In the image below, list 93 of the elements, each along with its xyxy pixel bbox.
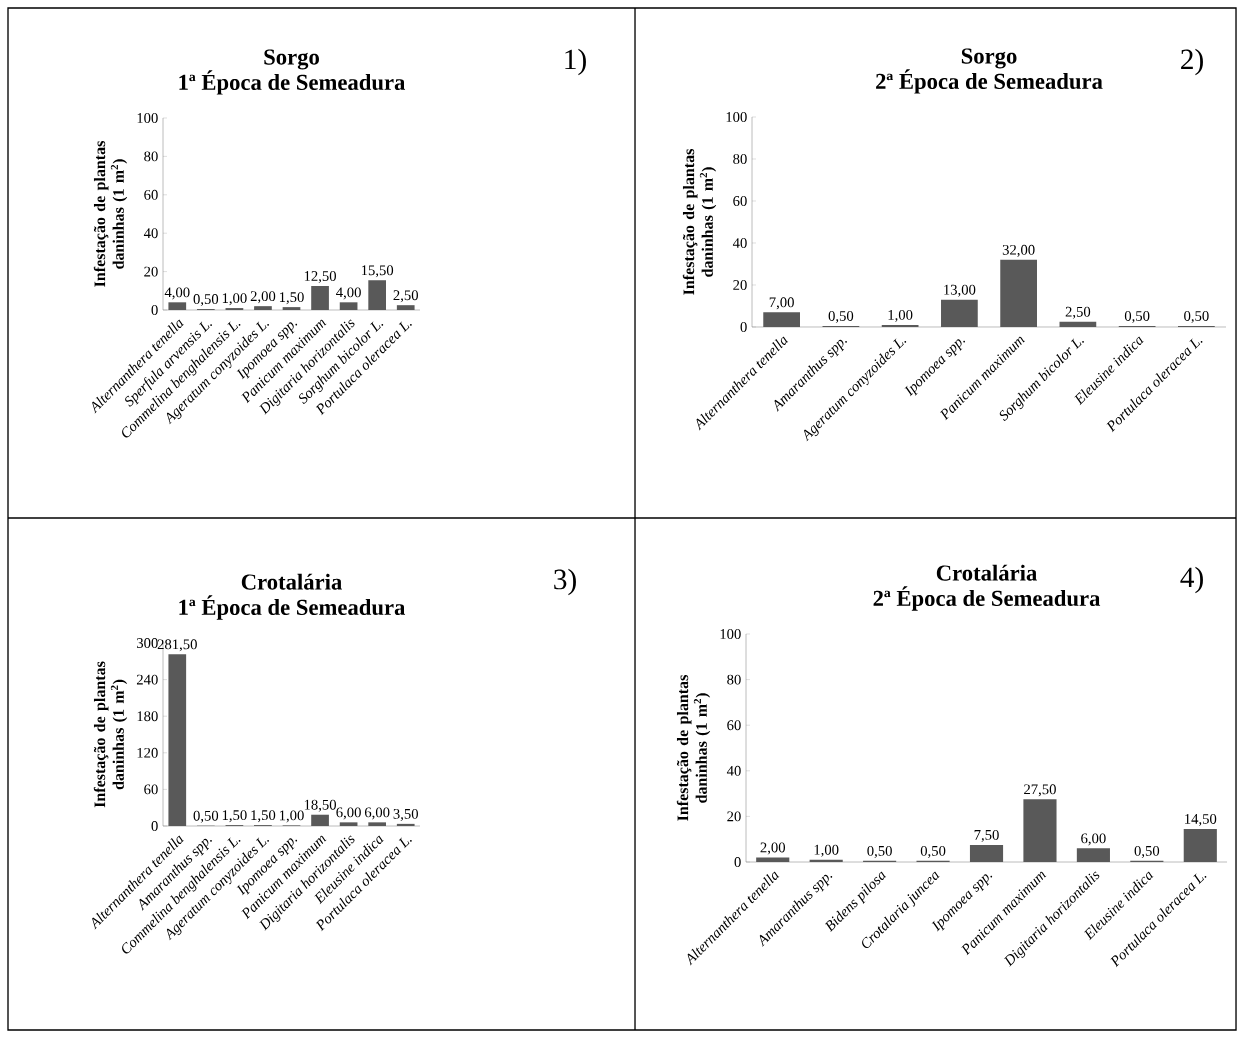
- chart-subtitle: 2ª Época de Semeadura: [873, 586, 1101, 611]
- bar: [756, 857, 790, 862]
- chart-subtitle: 1ª Época de Semeadura: [179, 70, 406, 95]
- chart-title: Sorgo: [961, 48, 1017, 69]
- y-tick-label: 40: [732, 238, 747, 248]
- data-label: 0,50: [1124, 311, 1150, 324]
- bar: [969, 844, 1004, 862]
- bar: [311, 814, 329, 826]
- data-label: 281,50: [157, 639, 197, 652]
- y-tick-label: 20: [727, 811, 741, 822]
- bar: [339, 822, 358, 826]
- data-label: 2,50: [393, 290, 418, 303]
- data-label: 1,50: [251, 810, 276, 823]
- data-label: 2,50: [1065, 306, 1091, 319]
- bar: [396, 305, 415, 310]
- bar: [1183, 828, 1217, 862]
- bar: [1076, 848, 1110, 862]
- bar: [1000, 259, 1037, 327]
- data-label: 7,50: [974, 829, 999, 842]
- data-label: 1,00: [222, 293, 247, 306]
- text: 1): [565, 48, 586, 76]
- data-label: 0,50: [193, 810, 219, 823]
- data-label: 2,00: [760, 842, 786, 855]
- data-label: 6,00: [1081, 833, 1106, 846]
- data-label: 0,50: [867, 845, 892, 858]
- data-label: 1,50: [222, 810, 247, 823]
- y-tick-label: 20: [733, 280, 747, 290]
- data-label: 4,00: [336, 287, 361, 300]
- y-tick-label: 0: [151, 821, 158, 831]
- chart-subtitle: 1ª Época de Semeadura: [179, 595, 406, 620]
- text: 2): [1181, 48, 1203, 76]
- bar: [763, 312, 800, 327]
- bar: [311, 286, 329, 310]
- y-tick-label: 100: [726, 112, 747, 122]
- data-label: 0,50: [193, 294, 219, 307]
- y-tick-label: 120: [137, 747, 158, 758]
- data-label: 14,50: [1185, 814, 1217, 827]
- bar: [282, 307, 301, 310]
- bar: [368, 822, 387, 826]
- bar: [339, 302, 358, 310]
- bar: [1023, 799, 1057, 862]
- bar: [881, 324, 919, 327]
- data-label: 15,50: [361, 265, 394, 278]
- data-label: 0,50: [828, 311, 854, 324]
- chart-title: Crotalária: [241, 573, 342, 590]
- data-label: 13,00: [944, 284, 976, 297]
- data-label: 1,00: [814, 844, 839, 857]
- y-tick-label: 100: [720, 629, 741, 639]
- y-tick-label: 240: [136, 674, 158, 685]
- bar: [941, 299, 978, 327]
- bar: [168, 654, 187, 826]
- y-tick-label: 80: [144, 151, 158, 162]
- data-label: 7,00: [769, 297, 794, 310]
- data-label: 12,50: [304, 271, 336, 284]
- y-tick-label: 100: [137, 113, 158, 123]
- data-label: 3,50: [393, 808, 418, 821]
- y-tick-label: 20: [144, 266, 158, 277]
- data-label: 1,00: [279, 810, 304, 823]
- y-tick-label: 0: [740, 322, 747, 332]
- chart-subtitle: 2ª Época de Semeadura: [876, 69, 1103, 94]
- y-tick-label: 60: [733, 196, 747, 206]
- y-tick-label: 60: [727, 720, 741, 731]
- bar: [368, 280, 387, 310]
- bar: [168, 302, 187, 310]
- data-label: 32,00: [1002, 244, 1035, 257]
- data-label: 1,00: [888, 309, 913, 322]
- data-label: 4,00: [164, 287, 190, 300]
- data-label: 18,50: [304, 799, 336, 812]
- data-label: 0,50: [920, 845, 946, 858]
- data-label: 6,00: [336, 807, 361, 820]
- bar: [254, 306, 272, 310]
- chart-title: Sorgo: [264, 49, 319, 70]
- text: 4): [1180, 566, 1203, 594]
- data-label: 1,50: [279, 292, 304, 305]
- y-tick-label: 0: [734, 857, 741, 867]
- data-label: 6,00: [364, 807, 390, 820]
- chart-title: Crotalária: [936, 564, 1037, 581]
- data-label: 0,50: [1184, 311, 1209, 324]
- bar: [1059, 321, 1097, 327]
- y-tick-label: 40: [143, 228, 158, 239]
- data-label: 27,50: [1024, 784, 1056, 797]
- text: 3): [554, 568, 576, 596]
- data-label: 2,00: [250, 291, 276, 304]
- y-tick-label: 40: [726, 765, 741, 776]
- data-label: 0,50: [1134, 845, 1160, 858]
- bar: [396, 823, 415, 826]
- y-tick-label: 60: [144, 784, 158, 795]
- y-tick-label: 80: [733, 154, 747, 164]
- y-tick-label: 0: [151, 305, 158, 315]
- y-tick-label: 180: [137, 711, 158, 722]
- y-tick-label: 80: [727, 674, 741, 685]
- y-tick-label: 300: [137, 638, 158, 648]
- y-tick-label: 60: [144, 189, 158, 200]
